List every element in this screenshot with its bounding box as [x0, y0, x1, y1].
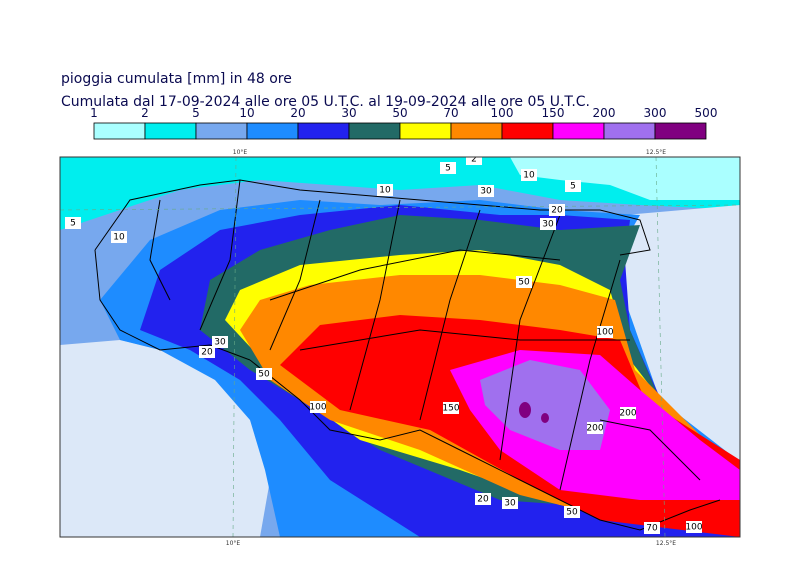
- meridian-label: 10°E: [233, 149, 248, 156]
- colorbar-label: 500: [695, 106, 718, 120]
- contour-label-bg: [65, 217, 81, 229]
- contour-label-bg: [377, 184, 393, 196]
- contour-label-bg: [516, 276, 532, 288]
- colorbar-box: [603, 122, 656, 140]
- contour-label: 5: [70, 219, 76, 229]
- colorbar-box: [654, 122, 707, 140]
- meridian-label: 12.5°E: [656, 540, 676, 547]
- map-frame: [59, 156, 741, 538]
- colorbar-label: 10: [239, 106, 254, 120]
- contour-label-bg: [521, 169, 537, 181]
- colorbar-box: [552, 122, 605, 140]
- contour-label-bg: [565, 180, 581, 192]
- title: pioggia cumulata [mm] in 48 ore: [61, 71, 292, 87]
- contour-label-bg: [587, 422, 603, 434]
- contour-label-bg: [443, 402, 459, 414]
- contour-label-bg: [475, 493, 491, 505]
- colorbar-label: 70: [443, 106, 458, 120]
- colorbar-box: [399, 122, 452, 140]
- contour-label-bg: [310, 401, 326, 413]
- contour-label-bg: [478, 185, 494, 197]
- contour-label: 2: [471, 155, 477, 165]
- contour-label: 10: [113, 233, 125, 243]
- contour-label: 20: [201, 348, 213, 358]
- contour-label-bg: [440, 162, 456, 174]
- contour-label-bg: [199, 346, 215, 358]
- colorbar-label: 300: [644, 106, 667, 120]
- contour-label-bg: [597, 326, 613, 338]
- colorbar-box: [93, 122, 146, 140]
- contour-label: 10: [523, 171, 535, 181]
- contour-label: 200: [619, 409, 636, 419]
- colorbar-box: [348, 122, 401, 140]
- contour-label: 100: [685, 523, 702, 533]
- colorbar-label: 50: [392, 106, 407, 120]
- contour-label: 100: [309, 403, 326, 413]
- colorbar-box: [144, 122, 197, 140]
- contour-label: 50: [258, 370, 270, 380]
- colorbar-box: [501, 122, 554, 140]
- colorbar-label: 1: [90, 106, 98, 120]
- contour-label-bg: [540, 218, 556, 230]
- contour-label: 30: [480, 187, 492, 197]
- contour-label: 50: [566, 508, 578, 518]
- contour-label: 150: [442, 404, 459, 414]
- contour-label: 70: [646, 524, 658, 534]
- contour-label: 30: [542, 220, 554, 230]
- contour-label: 20: [477, 495, 489, 505]
- meridian-label: 10°E: [226, 540, 241, 547]
- contour-label: 200: [586, 424, 603, 434]
- colorbar-label: 5: [192, 106, 200, 120]
- colorbar-label: 150: [542, 106, 565, 120]
- subtitle: Cumulata dal 17-09-2024 alle ore 05 U.T.…: [61, 94, 590, 110]
- contour-label-bg: [111, 231, 127, 243]
- contour-label-bg: [620, 407, 636, 419]
- contour-label-bg: [256, 368, 272, 380]
- contour-label-bg: [549, 204, 565, 216]
- colorbar-box: [246, 122, 299, 140]
- colorbar-label: 20: [290, 106, 305, 120]
- colorbar-box: [450, 122, 503, 140]
- contour-label: 5: [570, 182, 576, 192]
- contour-label: 10: [379, 186, 391, 196]
- colorbar-box: [297, 122, 350, 140]
- meridian-label: 12.5°E: [646, 149, 666, 156]
- meridian-labels: 10°E 12.5°E 10°E 12.5°E: [226, 149, 677, 547]
- colorbar: 1 2 5 10 20 30 50 70 100 150 200 300 500: [90, 106, 718, 140]
- contour-label-bg: [212, 336, 228, 348]
- contour-label: 30: [504, 499, 516, 509]
- contour-label-bg: [686, 521, 702, 533]
- colorbar-box: [195, 122, 248, 140]
- colorbar-label: 100: [491, 106, 514, 120]
- contour-label-bg: [466, 157, 482, 165]
- contour-label: 30: [214, 338, 226, 348]
- colorbar-label: 30: [341, 106, 356, 120]
- contour-label-bg: [564, 506, 580, 518]
- contour-label: 50: [518, 278, 530, 288]
- colorbar-label: 2: [141, 106, 149, 120]
- contour-label-bg: [644, 522, 660, 534]
- colorbar-label: 200: [593, 106, 616, 120]
- contour-label-bg: [502, 497, 518, 509]
- contour-label: 20: [551, 206, 563, 216]
- contour-label: 100: [596, 328, 613, 338]
- contour-label: 5: [445, 164, 451, 174]
